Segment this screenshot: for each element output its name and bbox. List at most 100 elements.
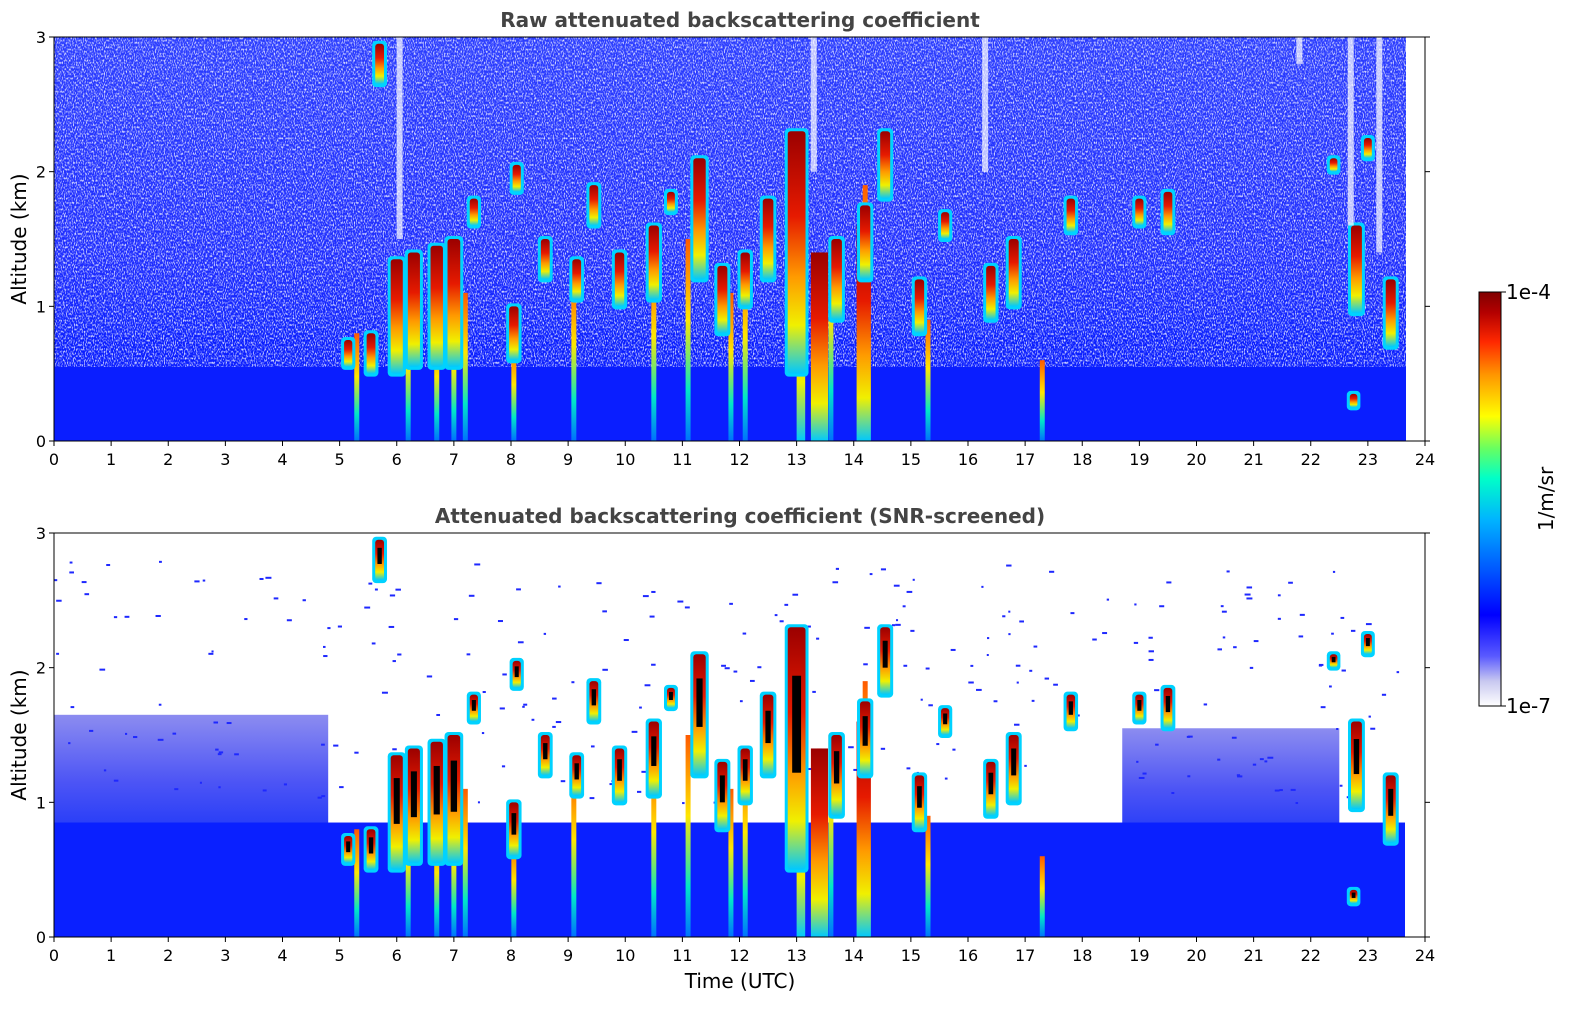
dense-cloud-column <box>810 252 829 441</box>
saturated-core <box>696 678 703 727</box>
screened-speck <box>1134 603 1137 606</box>
fall-streak <box>1039 360 1045 441</box>
x-tick-label: 21 <box>1243 450 1263 469</box>
screened-speck <box>555 721 562 724</box>
saturated-core <box>617 759 622 781</box>
screened-speck <box>317 796 322 799</box>
fall-streak <box>925 815 931 937</box>
y-tick-label: 1 <box>36 297 46 316</box>
saturated-core <box>1165 695 1171 713</box>
screened-speck <box>749 679 755 682</box>
screened-speck <box>639 706 642 709</box>
x-tick-label: 9 <box>563 946 573 965</box>
screened-speck <box>589 797 595 800</box>
screened-speck <box>1220 605 1224 608</box>
screened-speck <box>482 691 486 694</box>
x-tick-label: 13 <box>786 450 806 469</box>
screened-speck <box>552 697 557 700</box>
screened-speck <box>54 579 58 582</box>
screened-speck <box>1142 772 1147 775</box>
screened-speck <box>805 625 811 628</box>
screened-speck <box>1231 736 1237 739</box>
screened-speck <box>522 705 525 708</box>
x-tick-label: 16 <box>958 450 978 469</box>
screened-speck <box>381 691 388 694</box>
x-tick-label: 8 <box>506 946 516 965</box>
colorbar-units-label: 1/m/sr <box>1534 466 1558 531</box>
panel2-axes: 0 1 2 3 4 5 6 7 8 9 10 11 12 13 14 15 16 17 18 19 20 21 22 23 24… <box>36 524 1435 965</box>
screened-speck <box>502 673 507 676</box>
saturated-core <box>1388 788 1394 816</box>
saturated-core <box>377 547 382 564</box>
saturated-core <box>792 675 802 773</box>
screened-speck <box>337 625 342 628</box>
cloud-patch <box>667 191 675 213</box>
cloud-patch <box>1363 138 1372 159</box>
saturated-core <box>833 751 840 784</box>
cloud-patch <box>693 158 706 280</box>
cloud-patch <box>447 239 461 367</box>
y-tick-label: 3 <box>36 28 46 47</box>
x-tick-label: 14 <box>844 450 864 469</box>
cloud-patch <box>390 259 403 374</box>
screened-speck <box>1136 760 1139 763</box>
screened-speck <box>1264 760 1268 763</box>
x-tick-label: 20 <box>1186 450 1206 469</box>
screened-speck <box>1217 758 1221 761</box>
saturated-core <box>433 765 440 815</box>
screened-speck <box>218 751 224 754</box>
saturated-core <box>719 775 725 803</box>
cloud-patch <box>1008 239 1019 307</box>
screened-speck <box>368 582 373 585</box>
screened-speck <box>1365 623 1372 626</box>
screened-speck <box>1236 774 1241 777</box>
screened-speck <box>1249 666 1254 669</box>
screened-speck <box>649 615 655 618</box>
screened-speck <box>1155 743 1159 746</box>
screened-speck <box>1279 789 1283 792</box>
x-tick-label: 5 <box>335 946 345 965</box>
screened-speck <box>172 732 177 735</box>
x-tick-label: 7 <box>449 450 459 469</box>
screened-speck <box>56 599 62 602</box>
fall-streak <box>728 292 734 441</box>
screened-speck <box>552 725 556 728</box>
screened-speck <box>1233 646 1237 649</box>
screened-speck <box>739 700 743 703</box>
screened-speck <box>106 564 111 567</box>
screened-speck <box>642 595 649 598</box>
screened-speck <box>466 653 471 656</box>
saturated-core <box>410 771 417 818</box>
cloud-patch <box>717 265 728 334</box>
saturated-core <box>1011 748 1017 776</box>
y-tick-label: 2 <box>36 163 46 182</box>
cloud-patch <box>880 131 891 199</box>
screened-speck <box>1102 632 1108 635</box>
screened-speck <box>217 753 222 756</box>
screened-speck <box>323 655 328 658</box>
cloud-patch <box>589 185 599 226</box>
screened-speck <box>792 593 799 596</box>
screened-speck <box>333 744 339 747</box>
cloud-patch <box>787 131 806 374</box>
screened-speck <box>84 593 90 596</box>
clear-sky-gap <box>810 37 817 172</box>
screened-speck <box>1350 629 1356 632</box>
screened-speck <box>1332 570 1336 573</box>
fall-streak <box>434 829 440 937</box>
screened-speck <box>262 789 267 792</box>
screened-speck <box>623 639 629 642</box>
saturated-core <box>543 743 548 760</box>
screened-speck <box>1188 735 1193 738</box>
fall-streak <box>828 239 834 441</box>
fall-streak <box>434 333 440 441</box>
x-tick-label: 6 <box>392 450 402 469</box>
x-tick-label: 18 <box>1072 450 1092 469</box>
clear-sky-gap <box>1347 37 1354 226</box>
screened-speck <box>327 627 331 630</box>
fall-streak <box>451 815 457 937</box>
screened-speck <box>265 576 272 579</box>
screened-speck <box>523 703 528 706</box>
cloud-patch <box>740 252 750 307</box>
cloud-patch <box>614 252 625 307</box>
